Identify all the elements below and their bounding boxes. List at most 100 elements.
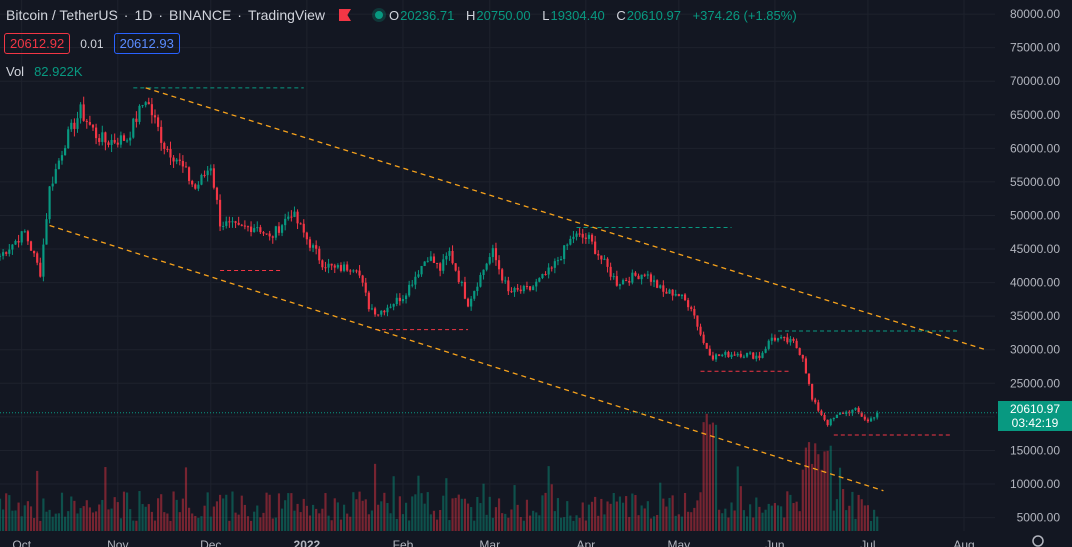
candle-body — [206, 170, 209, 176]
trendline — [145, 87, 986, 351]
candle-body — [491, 248, 494, 258]
candle-body — [814, 399, 817, 403]
volume-bar — [194, 515, 197, 531]
volume-bar — [327, 515, 330, 531]
volume-bar — [39, 520, 42, 531]
volume-bar — [479, 503, 482, 531]
volume-bar — [643, 508, 646, 531]
candle-body — [519, 289, 522, 292]
volume-bar — [683, 493, 687, 531]
buy-price-button[interactable]: 20612.93 — [113, 33, 180, 54]
candle-body — [225, 221, 228, 226]
market-status-icon[interactable] — [375, 11, 383, 19]
change-value: +374.26 (+1.85%) — [692, 7, 797, 23]
candle-body — [482, 269, 485, 276]
candle-body — [597, 253, 600, 256]
volume-bar — [801, 469, 804, 531]
candle-body — [749, 352, 752, 354]
candle-body — [758, 355, 761, 358]
volume-bar — [361, 500, 364, 531]
volume-bar — [823, 451, 826, 531]
sell-price-button[interactable]: 20612.92 — [4, 33, 71, 54]
candle-body — [811, 384, 814, 400]
candle-body — [2, 252, 5, 256]
volume-bar — [203, 505, 206, 531]
candle-body — [584, 237, 587, 239]
candle-body — [420, 266, 423, 275]
volume-bar — [559, 517, 563, 531]
volume-bar — [696, 500, 699, 531]
volume-bar — [377, 504, 380, 531]
volume-bar — [315, 508, 318, 531]
candle-body — [305, 232, 308, 240]
volume-bar — [584, 520, 587, 531]
volume-bar — [184, 467, 188, 531]
volume-bar — [222, 498, 225, 531]
candle-body — [702, 334, 705, 343]
volume-bar — [439, 509, 442, 531]
settings-icon[interactable] — [1032, 535, 1044, 547]
volume-bar — [91, 512, 95, 531]
volume-bar — [811, 463, 814, 531]
volume-bar — [652, 516, 656, 531]
volume-bar — [674, 515, 677, 531]
volume-bar — [122, 491, 126, 531]
candle-body — [727, 352, 730, 358]
candle-body — [652, 280, 656, 282]
volume-bar — [302, 498, 305, 531]
candlesticks — [0, 96, 879, 427]
candle-body — [302, 223, 305, 233]
candle-body — [153, 115, 157, 118]
candle-body — [485, 263, 488, 270]
candle-body — [572, 236, 575, 239]
volume-bar — [253, 511, 256, 531]
volume-bar — [457, 494, 460, 531]
x-tick-label: Oct — [12, 538, 31, 547]
volume-bar — [265, 492, 268, 531]
volume-bar — [532, 510, 535, 531]
candle-body — [259, 227, 262, 233]
symbol-name[interactable]: Bitcoin / TetherUS — [6, 7, 118, 23]
candle-body — [333, 265, 336, 268]
candle-body — [265, 233, 268, 235]
volume-bar — [550, 484, 553, 531]
candle-body — [745, 352, 749, 357]
candle-body — [166, 148, 169, 150]
volume-bar — [510, 509, 513, 531]
volume-bar — [85, 500, 88, 531]
volume-bar — [126, 492, 129, 531]
candle-body — [460, 281, 463, 283]
candle-body — [17, 241, 20, 243]
candle-body — [442, 259, 445, 271]
volume-bar — [172, 491, 175, 531]
candle-body — [838, 412, 842, 415]
volume-bar — [373, 463, 377, 531]
volume-bar — [668, 497, 671, 531]
volume-bar — [104, 467, 107, 531]
volume-bar — [408, 520, 411, 531]
volume-bar — [745, 516, 749, 531]
volume-bar — [442, 495, 445, 531]
y-tick-label: 70000.00 — [1010, 74, 1060, 88]
candle-body — [780, 337, 783, 339]
candle-body — [91, 124, 95, 128]
volume-bar — [259, 517, 262, 531]
candle-body — [377, 314, 380, 316]
volume-bar — [305, 505, 308, 531]
volume-bar — [280, 508, 284, 531]
volume-bar — [770, 505, 773, 531]
flag-icon[interactable] — [339, 9, 351, 21]
candle-body — [293, 211, 296, 217]
candle-body — [609, 266, 612, 277]
candle-body — [209, 168, 212, 171]
interval[interactable]: 1D — [134, 7, 153, 23]
candle-body — [23, 231, 26, 233]
candle-body — [752, 352, 755, 359]
volume-bar — [11, 510, 14, 531]
volume-bar — [262, 512, 265, 531]
volume-bar — [634, 495, 637, 531]
candle-body — [249, 226, 253, 233]
candle-body — [544, 274, 547, 276]
candle-body — [215, 187, 219, 200]
